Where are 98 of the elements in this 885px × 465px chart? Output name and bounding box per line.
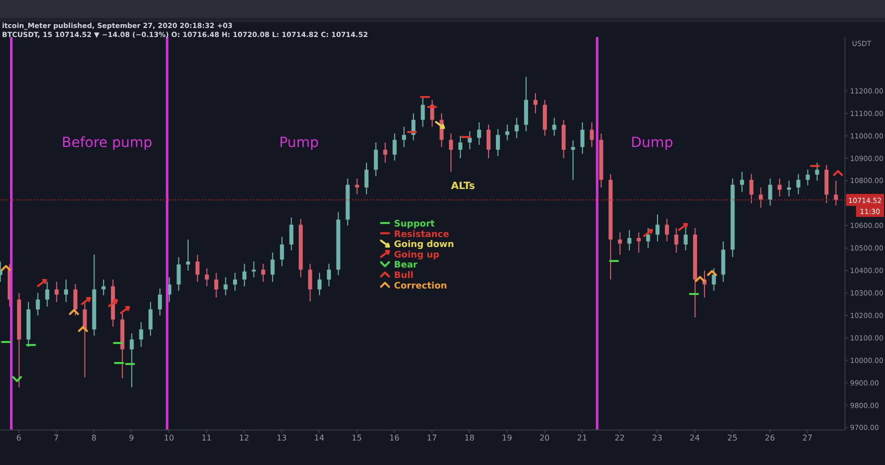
candlestick [176,256,181,292]
annotation: Pump [279,135,319,151]
x-tick-label: 8 [91,434,96,443]
x-tick-label: 7 [54,434,59,443]
candlestick [514,117,519,139]
x-tick-label: 22 [614,434,625,443]
annotation: Bear [394,260,418,271]
candlestick [186,239,190,272]
candlestick [834,180,838,206]
x-tick-label: 27 [802,434,813,443]
candlestick [318,272,322,296]
candlestick [374,142,378,177]
candlestick [289,217,294,251]
annotation: Dump [630,135,674,151]
candlestick [815,162,820,182]
candlestick [242,263,246,287]
candlestick [664,218,669,242]
candlestick [486,124,491,159]
candlestick [280,236,284,267]
candlestick [458,135,462,159]
candlestick [758,186,763,208]
candlestick [45,281,50,307]
candlestick [420,96,425,128]
candlestick [505,124,510,141]
annotation: Support [394,220,436,230]
candlestick [158,288,162,316]
candlestick [656,214,660,242]
candlestick [233,272,238,292]
annotation: Going down [394,240,454,250]
annotation: Correction [394,281,448,292]
annotation: Bull [394,271,414,281]
candlestick [684,225,688,251]
annotation: Going up [394,250,440,260]
candlestick [533,92,538,114]
x-tick-label: 26 [764,434,775,443]
candlestick [252,261,256,278]
candlestick [214,272,218,298]
candlestick [712,268,716,292]
x-tick-label: 17 [426,434,437,443]
x-tick-label: 18 [464,434,475,443]
x-tick-label: 14 [314,434,324,443]
candlestick [740,171,744,192]
candlestick [73,284,78,316]
candlestick [326,263,331,287]
x-tick-label: 13 [276,434,287,443]
candlestick [590,122,594,148]
candlestick [383,142,388,164]
x-tick-label: 11 [201,434,212,443]
candlestick [364,162,368,195]
x-tick-label: 10 [164,434,174,443]
x-tick-label: 19 [502,434,512,443]
x-tick-label: 12 [239,434,250,443]
x-tick-label: 9 [128,434,134,443]
x-tick-label: 21 [577,434,588,443]
candlestick [36,292,40,316]
candlestick [468,130,472,150]
annotation: Resistance [394,230,450,240]
candlestick [82,301,87,378]
x-tick-label: 23 [652,434,662,443]
x-tick-label: 6 [16,434,22,443]
candlestick [204,268,209,287]
x-tick-label: 15 [352,434,362,443]
candlestick [54,281,59,302]
candlestick [806,168,810,186]
candlestick [261,263,266,282]
candlestick [571,140,576,180]
candlestick [778,178,782,197]
candlestick [796,173,800,195]
candlestick [749,173,754,204]
candlestick [580,122,584,154]
candlestick [102,279,106,296]
candlestick [130,332,134,388]
candlestick [636,232,641,254]
candlestick [64,279,68,302]
candlestick [646,227,650,249]
candlestick [674,227,678,254]
candlestick [148,301,153,336]
x-tick-label: 16 [389,434,400,443]
candlestick [355,178,360,195]
candlestick [496,128,500,157]
x-tick-label: 24 [690,434,700,443]
candlestick [477,122,482,146]
candlestick [270,252,275,282]
candlestick [308,263,312,302]
candlestick [618,232,622,256]
x-tick-label: 25 [727,434,738,443]
candlestick [392,133,397,162]
candlestick [224,276,228,296]
candlestick [552,117,556,136]
candlestick [768,178,772,206]
x-tick-label: 20 [539,434,550,443]
candlestick [195,254,200,282]
candlestick [627,230,632,251]
annotation: ALTs [451,181,475,192]
candlestick [448,133,453,172]
candlestick [402,126,406,148]
candlestick [139,322,144,348]
annotation: Before pump [62,135,152,151]
